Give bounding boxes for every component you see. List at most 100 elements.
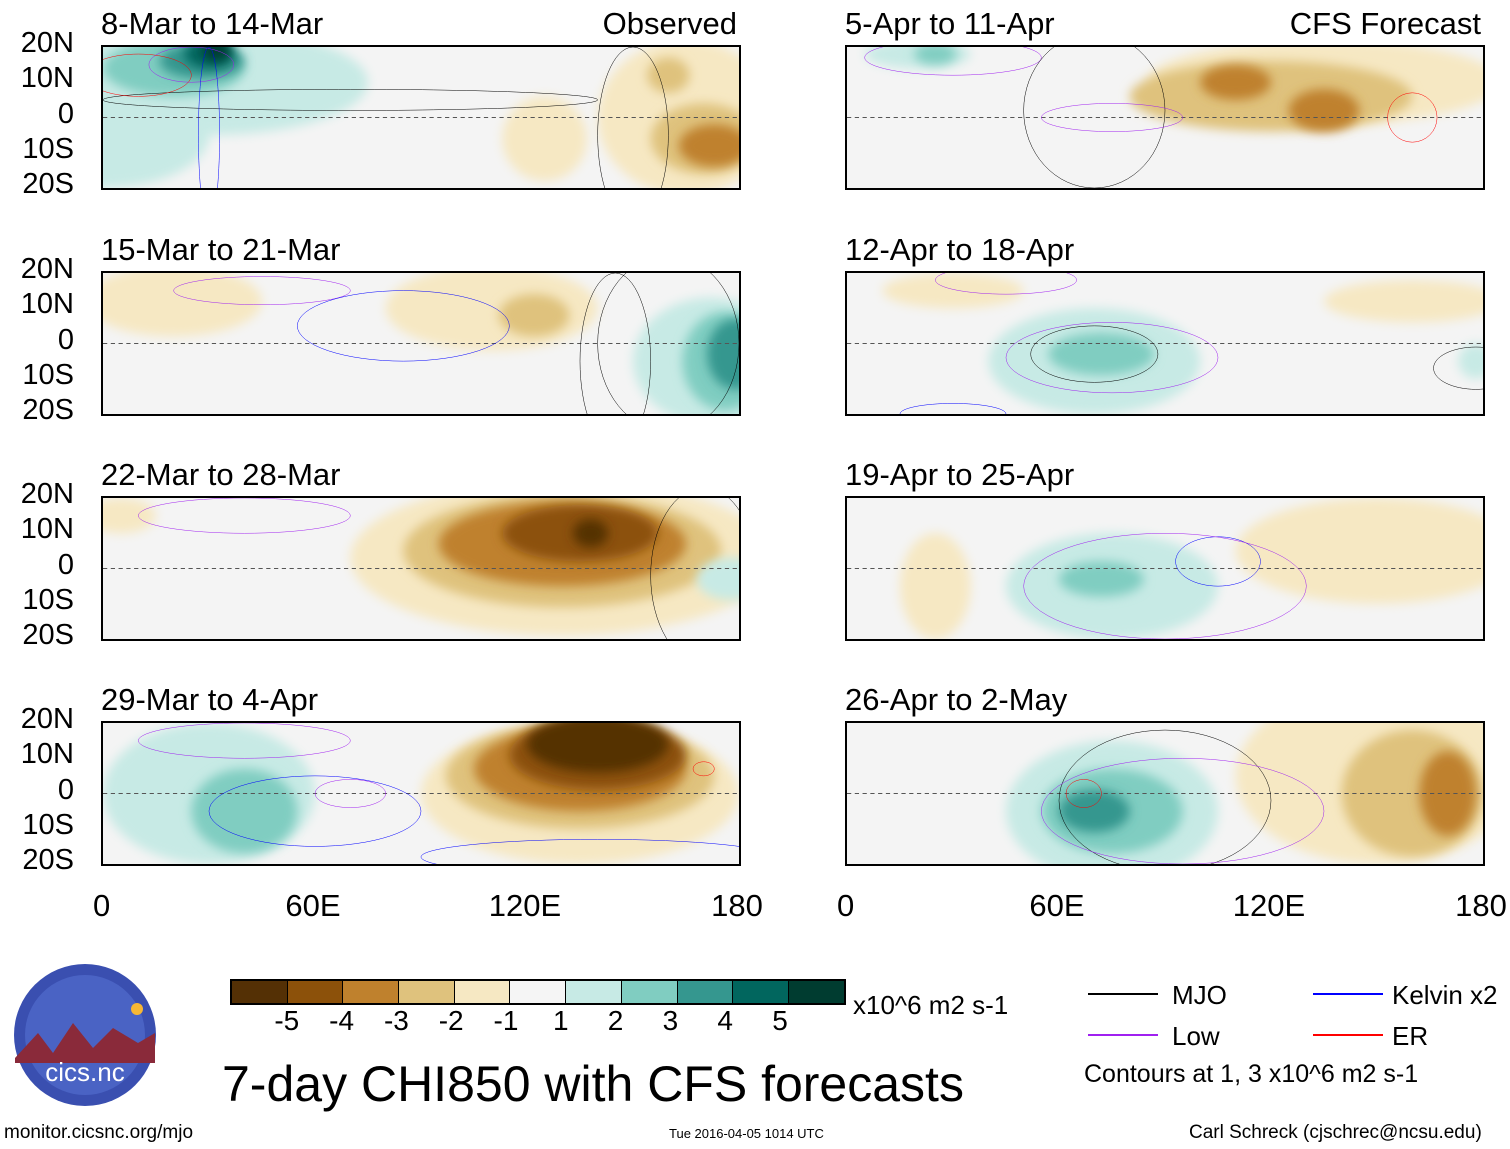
colorbar-label: 5 [772,1005,788,1036]
anomaly-shading [191,768,298,854]
anomaly-shading [572,519,609,548]
lon-label: 120E [1232,888,1306,923]
lat-label: 20N [20,703,74,735]
anomaly-shading [900,533,971,639]
lat-label: 0 [57,548,74,581]
lat-label: 0 [57,97,74,130]
anomaly-shading [1458,343,1483,379]
colorbar-swatch [677,981,734,1003]
lon-label: 180 [711,888,763,923]
colorbar [230,979,846,1005]
anomaly-shading [1059,561,1144,597]
colorbar-swatch [566,981,622,1003]
map-panel [845,721,1485,866]
map-panel [101,721,741,866]
lon-label: 120E [488,888,562,923]
footer-url[interactable]: monitor.cicsnc.org/mjo [4,1122,194,1143]
low-legend-line [1088,1034,1158,1036]
filter-contour [1041,758,1324,864]
filter-contour [651,498,739,639]
colorbar-units: x10^6 m2 s-1 [853,990,1009,1020]
colorbar-label: -3 [383,1005,409,1036]
panel-title: 19-Apr to 25-Apr [845,457,1075,492]
legend-mjo: MJO [1172,980,1227,1010]
map-panel [101,496,741,641]
panel-source-label: Observed [602,6,737,41]
anomaly-shading [678,124,739,167]
panel-title: 29-Mar to 4-Apr [101,682,319,717]
lon-label: 180 [1455,888,1507,923]
colorbar-swatch [733,981,789,1003]
filter-contour [693,762,714,776]
lat-label: 10S [22,132,74,165]
colorbar-label: 1 [553,1005,569,1036]
colorbar-swatch [287,981,344,1003]
lat-label: 20N [20,478,74,510]
panel-title: 22-Mar to 28-Mar [101,457,341,492]
anomaly-shading [1288,89,1360,132]
mjo-legend-line [1088,993,1158,995]
anomaly-shading [647,57,690,93]
filter-contour [209,776,421,847]
panel-title: 26-Apr to 2-May [845,682,1068,717]
panel-source-label: CFS Forecast [1289,6,1481,41]
lat-label: 20N [20,27,74,59]
anomaly-shading [103,82,209,188]
anomaly-shading [502,96,588,181]
filter-contour [865,47,1042,75]
colorbar-label: -5 [274,1005,300,1036]
lon-label: 0 [837,888,855,923]
colorbar-label: -4 [329,1005,355,1036]
colorbar-swatch [788,981,844,1003]
lat-label: 10S [22,808,74,841]
anomaly-shading [1129,61,1413,132]
filter-contour [149,47,234,82]
anomaly-shading [707,318,739,390]
lat-label: 20S [22,619,74,652]
filter-contour [1024,533,1307,639]
filter-contour [900,403,1006,414]
filter-contour [103,89,598,110]
anomaly-shading [1059,789,1130,833]
lat-label: 20S [22,844,74,877]
colorbar-label: 2 [607,1005,624,1036]
filter-contour [1059,730,1271,864]
figure-title: 7-day CHI850 with CFS forecasts [222,1056,964,1112]
lat-label: 10S [22,358,74,391]
filter-contour [421,839,739,864]
anomaly-shading [914,47,957,65]
filter-contour [297,291,509,362]
lat-label: 10N [20,288,74,321]
anomaly-shading [527,723,669,773]
lat-label: 20S [22,168,74,201]
lat-label: 0 [57,773,74,806]
colorbar-swatch [399,981,455,1003]
legend-low: Low [1172,1021,1220,1051]
anomaly-shading [103,273,262,337]
filter-contour [138,723,350,758]
footer-author: Carl Schreck (cjschrec@ncsu.edu) [1189,1122,1482,1143]
lat-label: 10S [22,583,74,616]
lon-label: 0 [93,888,111,923]
filter-contour [1434,347,1483,389]
filter-contour [198,47,219,188]
svg-text:cics.nc: cics.nc [45,1057,124,1087]
anomaly-shading [1200,64,1271,100]
panel-title: 12-Apr to 18-Apr [845,232,1075,267]
filter-contour [103,54,191,96]
filter-contour [580,273,651,414]
anomaly-shading [201,47,231,62]
map-panel [101,45,741,190]
map-panel [845,45,1485,190]
map-panel [101,271,741,416]
anomaly-shading [103,498,156,534]
lon-label: 60E [1029,888,1085,923]
map-panel [845,271,1485,416]
map-panel [845,496,1485,641]
anomaly-shading [1048,332,1155,376]
anomaly-shading [498,294,570,337]
contour-note: Contours at 1, 3 x10^6 m2 s-1 [1084,1060,1419,1088]
er-legend-line [1313,1034,1383,1036]
legend-kelvin: Kelvin x2 [1392,980,1498,1010]
filter-contour [174,277,351,305]
